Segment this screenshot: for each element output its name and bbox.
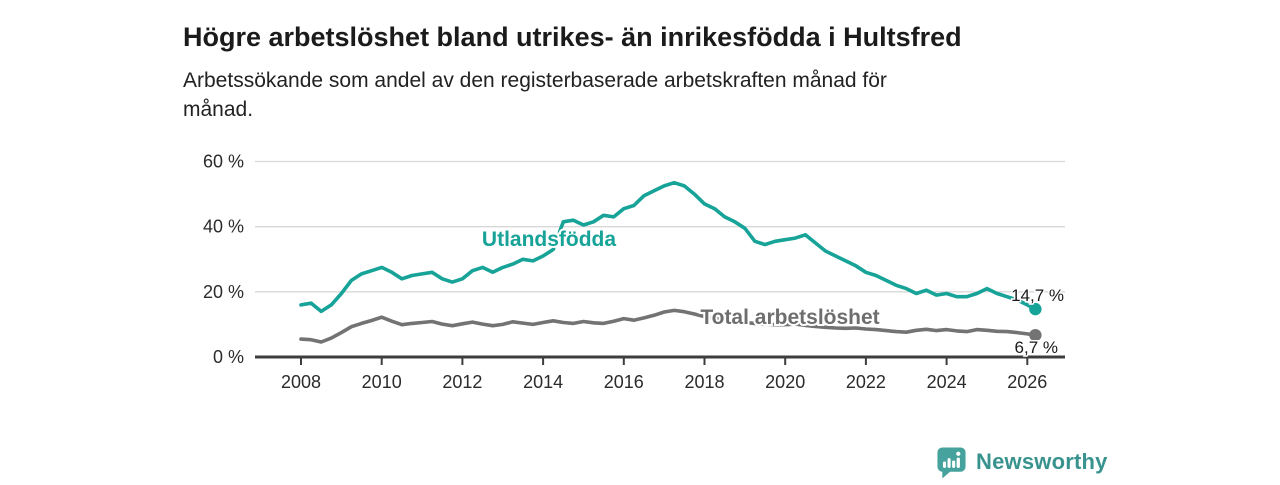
x-tick-label: 2016 xyxy=(604,372,644,392)
end-value-label-utlandsfodda: 14,7 % xyxy=(1011,286,1064,305)
x-tick-label: 2026 xyxy=(1007,372,1047,392)
x-tick-label: 2020 xyxy=(765,372,805,392)
series-end-dot xyxy=(1029,302,1042,316)
end-value-label-total: 6,7 % xyxy=(1015,338,1058,357)
chart-subtitle-line1: Arbetssökande som andel av den registerb… xyxy=(183,69,887,92)
x-axis: 2008 2010 2012 2014 2016 2018 2020 2022 2024 2026 xyxy=(255,355,1065,392)
x-tick-label: 2010 xyxy=(362,372,402,392)
x-tick-label: 2024 xyxy=(927,372,967,392)
gridlines xyxy=(255,160,1065,293)
y-tick-label: 0 % xyxy=(213,347,244,367)
x-tick-label: 2012 xyxy=(442,372,482,392)
chart-subtitle-line2: månad. xyxy=(183,98,254,121)
chart-subtitle: Arbetssökande som andel av den registerb… xyxy=(183,66,1083,124)
series-end-dot xyxy=(1029,328,1042,342)
x-tick-label: 2022 xyxy=(846,372,886,392)
brand-name: Newsworthy xyxy=(976,449,1108,474)
series-lines xyxy=(299,180,1042,344)
series-label-total: Total arbetslöshet xyxy=(700,306,879,329)
y-tick-label: 20 % xyxy=(203,282,244,302)
y-tick-label: 60 % xyxy=(203,152,244,172)
newsworthy-logo-icon xyxy=(936,446,967,479)
chart-title: Högre arbetslöshet bland utrikes- än inr… xyxy=(183,22,962,53)
series-line-total-arbetsl-shet xyxy=(299,308,1038,344)
y-axis-labels: 0 % 20 % 40 % 60 % xyxy=(203,152,244,367)
series-line-utlandsf-dda xyxy=(299,180,1038,314)
x-tick-label: 2018 xyxy=(684,372,724,392)
x-tick-label: 2014 xyxy=(523,372,563,392)
y-tick-label: 40 % xyxy=(203,217,244,237)
x-tick-label: 2008 xyxy=(281,372,321,392)
series-label-utlandsfodda: Utlandsfödda xyxy=(482,228,616,251)
brand-footer: Newsworthy xyxy=(936,446,1108,479)
